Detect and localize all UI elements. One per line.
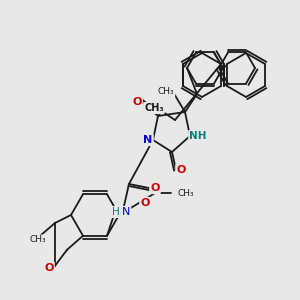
Text: N: N: [122, 207, 130, 217]
Text: O: O: [44, 263, 54, 273]
Text: CH₃: CH₃: [144, 103, 164, 113]
Text: CH₃: CH₃: [177, 188, 194, 197]
Text: N: N: [143, 135, 153, 145]
Text: NH: NH: [189, 131, 207, 141]
Text: CH₃: CH₃: [158, 88, 174, 97]
Text: CH₃: CH₃: [30, 236, 46, 244]
Text: O: O: [132, 97, 142, 107]
Text: O: O: [140, 198, 150, 208]
Text: H: H: [112, 207, 120, 217]
Text: O: O: [176, 165, 186, 175]
Text: O: O: [150, 183, 160, 193]
